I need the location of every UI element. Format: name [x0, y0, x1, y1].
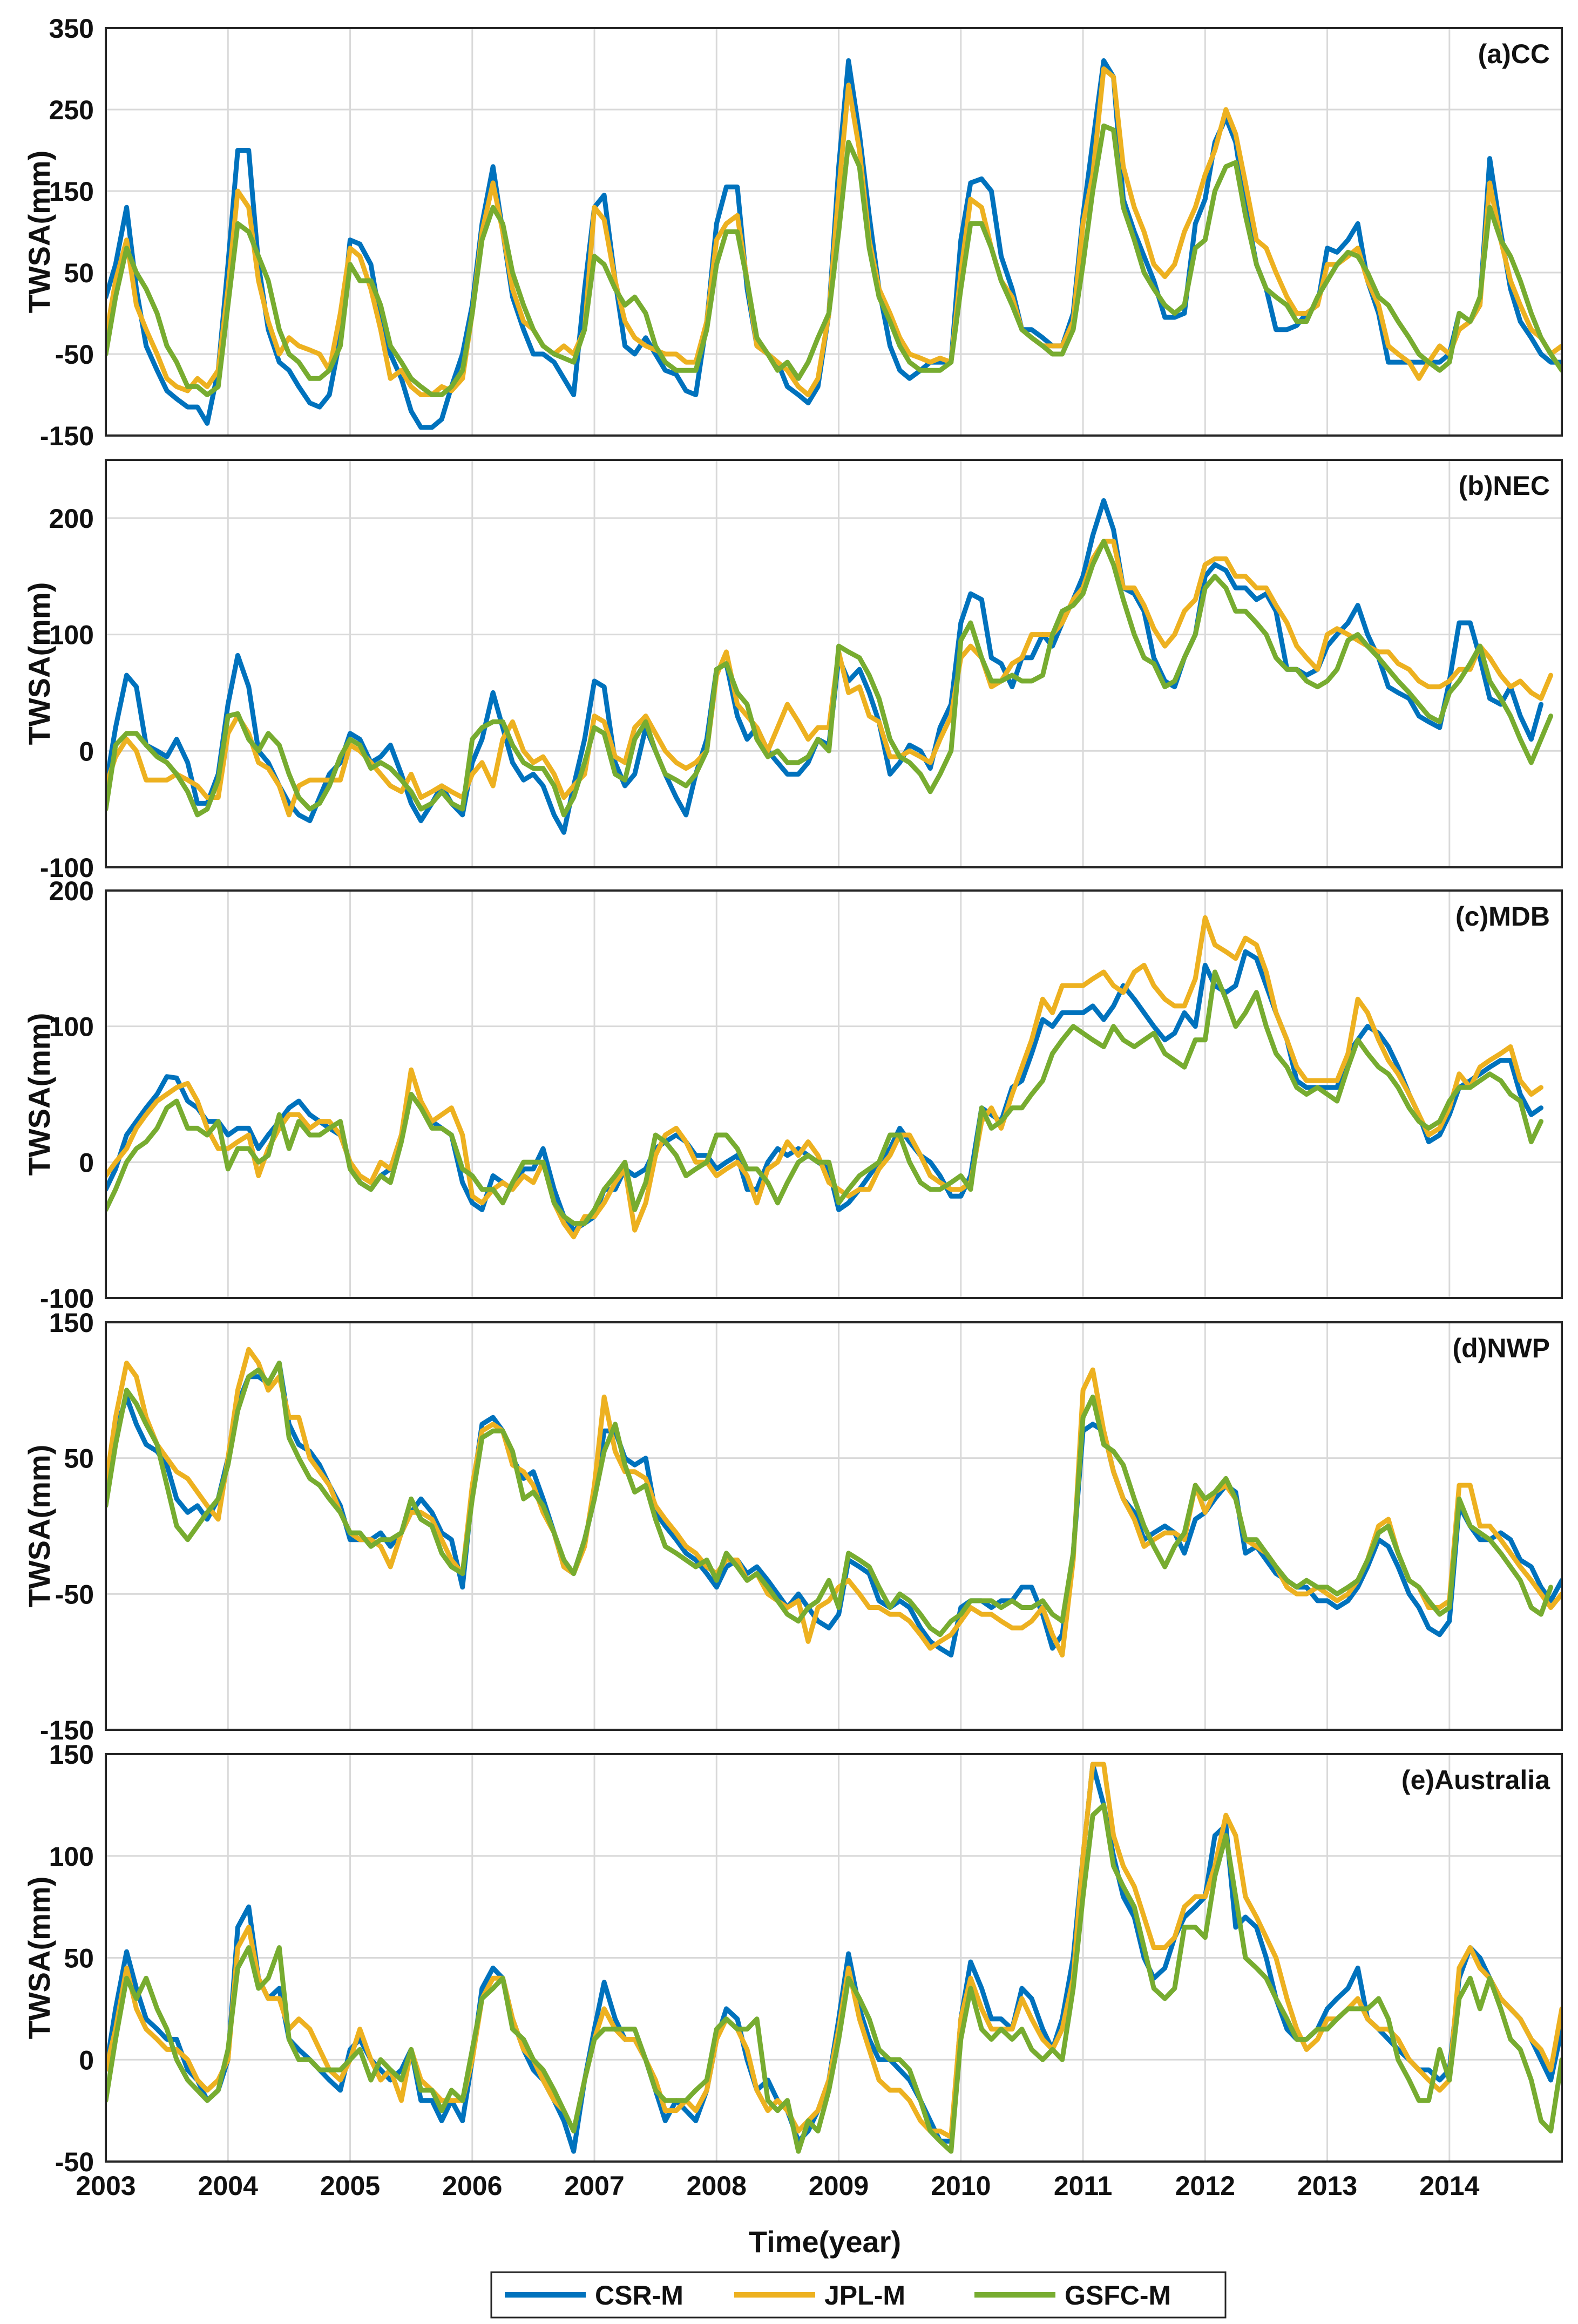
panel-title-a-cc: (a)CC: [1478, 39, 1550, 69]
legend-label-csr-m: CSR-M: [595, 2280, 683, 2311]
y-tick-label: 0: [79, 2045, 94, 2075]
panel-c-mdb: -100 0 100 200 (c)MDB TWSA(mm): [22, 876, 1563, 1314]
panel-title-d-nwp: (d)NWP: [1453, 1333, 1550, 1363]
series-line-gsfc-m-d-nwp: [106, 1361, 1554, 1637]
x-tick-label: 2010: [931, 2171, 991, 2201]
y-tick-label: -150: [40, 421, 94, 451]
y-axis-label-d-nwp: TWSA(mm): [22, 1445, 56, 1608]
y-tick-label: 100: [49, 620, 94, 650]
x-tick-label: 2009: [809, 2171, 869, 2201]
y-tick-label: 200: [49, 876, 94, 906]
axes-box-b-nec: [105, 459, 1563, 868]
panel-e-australia: 2003 2004 2005 2006 2007 2008 2009 2010 2011 2012…: [22, 1739, 1563, 2201]
panel-d-nwp: -150 -50 50 150 (d)NWP TWSA(mm): [22, 1308, 1563, 1745]
axes-box-e-australia: [105, 1753, 1563, 2163]
y-tick-label: 150: [49, 176, 94, 207]
series-line-gsfc-m-e-australia: [106, 1802, 1562, 2154]
x-tick-label: 2006: [442, 2171, 502, 2201]
panel-title-b-nec: (b)NEC: [1459, 471, 1550, 501]
x-tick-label: 2004: [198, 2171, 258, 2201]
x-tick-label: 2007: [564, 2171, 624, 2201]
y-tick-label: 0: [79, 736, 94, 766]
y-tick-label: -50: [55, 2147, 94, 2177]
y-tick-label: 100: [49, 1841, 94, 1872]
axes-box-d-nwp: [105, 1321, 1563, 1731]
legend-box: [490, 2271, 1227, 2319]
legend-label-gsfc-m: GSFC-M: [1065, 2280, 1171, 2311]
y-axis-label-a-cc: TWSA(mm): [22, 151, 56, 314]
axes-box-a-cc: [105, 27, 1563, 437]
panel-title-c-mdb: (c)MDB: [1455, 901, 1550, 932]
y-tick-label: -150: [40, 1715, 94, 1745]
y-tick-label: -100: [40, 1283, 94, 1314]
x-tick-label: 2005: [320, 2171, 380, 2201]
y-tick-label: 0: [79, 1147, 94, 1178]
legend: CSR-M JPL-M GSFC-M: [490, 2271, 1227, 2319]
series-line-gsfc-m-c-mdb: [106, 969, 1543, 1226]
x-tick-label: 2013: [1297, 2171, 1357, 2201]
y-axis-label-c-mdb: TWSA(mm): [22, 1013, 56, 1176]
x-axis-label: Time(year): [749, 2225, 901, 2259]
y-tick-label: 150: [49, 1739, 94, 1770]
y-tick-label: 250: [49, 95, 94, 125]
y-tick-label: 150: [49, 1308, 94, 1338]
panel-title-e-australia: (e)Australia: [1401, 1765, 1550, 1795]
y-tick-label: 50: [64, 258, 94, 288]
x-tick-label: 2014: [1419, 2171, 1479, 2201]
legend-label-jpl-m: JPL-M: [824, 2280, 905, 2311]
y-tick-label: -50: [55, 339, 94, 370]
panel-a-cc: -150 -50 50 150 250 350 (a)CC TWSA(mm): [22, 13, 1563, 451]
y-axis-label-b-nec: TWSA(mm): [22, 582, 56, 745]
y-tick-label: -100: [40, 853, 94, 883]
series-line-gsfc-m-a-cc: [106, 123, 1562, 397]
y-tick-label: -50: [55, 1579, 94, 1609]
y-tick-label: 200: [49, 504, 94, 534]
x-tick-label: 2008: [687, 2171, 747, 2201]
y-axis-label-e-australia: TWSA(mm): [22, 1877, 56, 2040]
x-tick-label: 2012: [1175, 2171, 1235, 2201]
panels: -150-5050150250350(a)CCTWSA(mm)-10001002…: [22, 13, 1563, 2201]
series-line-gsfc-m-b-nec: [106, 539, 1554, 818]
panel-b-nec: -100 0 100 200 (b)NEC TWSA(mm): [22, 459, 1563, 883]
y-tick-label: 100: [49, 1012, 94, 1042]
y-tick-label: 50: [64, 1444, 94, 1474]
y-tick-label: 350: [49, 13, 94, 44]
x-tick-label: 2003: [76, 2171, 136, 2201]
axes-box-c-mdb: [105, 889, 1563, 1299]
x-tick-label: 2011: [1054, 2171, 1112, 2201]
y-tick-label: 50: [64, 1944, 94, 1974]
